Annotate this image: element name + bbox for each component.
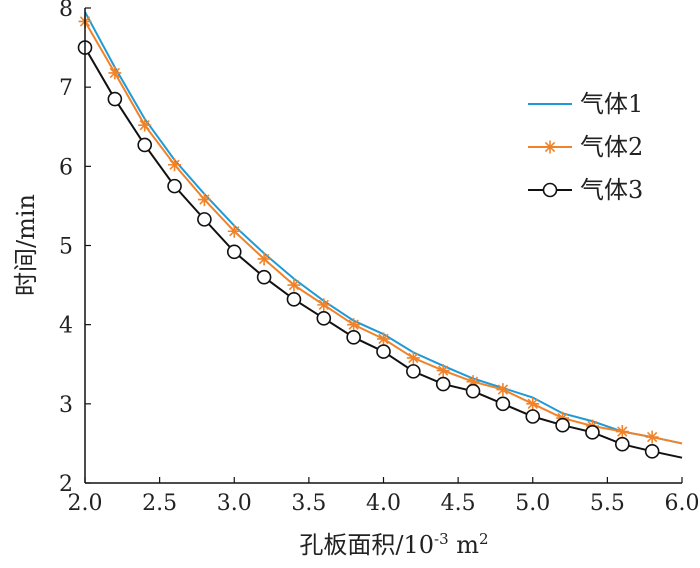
series-2-point — [227, 224, 241, 238]
series-2-point — [257, 252, 271, 266]
series-3-point — [555, 417, 570, 433]
x-tick-label: 3.5 — [291, 491, 326, 516]
legend-item-1: 气体1 — [528, 90, 643, 118]
series-2-point — [138, 118, 152, 132]
series-2-point — [168, 158, 182, 172]
legend-swatch-marker — [542, 182, 558, 198]
series-2-point — [645, 430, 659, 444]
x-axis-title-main: 孔板面积/10 — [299, 531, 434, 559]
series-2-point — [496, 383, 510, 397]
x-axis-title-unit-exp: 2 — [479, 530, 489, 548]
series-2-line — [84, 20, 683, 445]
legend-item-3: 气体3 — [528, 176, 643, 204]
x-tick-label: 4.0 — [366, 491, 401, 516]
x-tick-label: 5.5 — [590, 491, 625, 516]
series-3-point — [525, 409, 541, 424]
y-tick-label: 4 — [59, 314, 73, 339]
series-2-point — [466, 375, 480, 389]
series-2-point — [436, 364, 450, 378]
series-3-point — [435, 376, 451, 392]
x-axis-title: 孔板面积/10-3 m2 — [299, 530, 488, 559]
series-3-point — [585, 425, 600, 440]
series-3-point — [256, 269, 272, 285]
legend-item-2: 气体2 — [528, 133, 643, 161]
series-3-point — [376, 344, 391, 359]
series-2-point — [287, 278, 301, 292]
series-1 — [84, 11, 683, 445]
y-tick-label: 8 — [59, 0, 73, 22]
series-1-line — [84, 11, 683, 445]
x-tick-label: 4.5 — [441, 491, 476, 516]
series-3-point — [137, 137, 152, 153]
plot-area — [77, 11, 683, 459]
legend-label: 气体1 — [580, 90, 643, 118]
series-3-point — [495, 396, 511, 412]
y-axis-title: 时间/min — [12, 194, 40, 296]
series-2-point — [615, 425, 629, 439]
legend-label: 气体2 — [580, 133, 643, 161]
x-tick-label: 2.5 — [142, 491, 177, 516]
series-2-point — [347, 318, 361, 332]
series-2-point — [526, 397, 540, 411]
x-axis-title-unit: m — [449, 531, 480, 559]
legend: 气体1 气体2 气体3 — [528, 90, 643, 204]
x-tick-label: 3.0 — [217, 491, 252, 516]
series-2-point — [197, 193, 211, 207]
axes: 2.0 2.5 3.0 3.5 4.0 4.5 5.0 5.5 6.0 2 3 4 5 6 7 8 — [59, 0, 700, 516]
series-2 — [78, 14, 683, 445]
y-tick-label: 7 — [59, 76, 73, 101]
y-tick-label: 6 — [59, 155, 73, 180]
series-3-point — [614, 436, 630, 452]
y-tick-label: 5 — [59, 235, 73, 260]
series-3 — [77, 40, 683, 459]
series-2-point — [108, 66, 122, 80]
x-tick-label: 6.0 — [665, 491, 700, 516]
y-tick-label: 2 — [59, 472, 73, 497]
series-3-point — [346, 330, 361, 345]
series-3-point — [167, 178, 182, 194]
legend-swatch-marker — [543, 140, 557, 154]
series-2-point — [406, 351, 420, 365]
series-3-point — [197, 212, 212, 227]
series-3-point — [316, 311, 332, 326]
series-2-point — [377, 332, 390, 346]
series-2-point — [317, 298, 331, 312]
series-3-point — [465, 383, 481, 399]
legend-label: 气体3 — [580, 176, 643, 204]
series-3-point — [644, 444, 660, 459]
series-3-point — [226, 244, 242, 260]
series-3-point — [286, 292, 302, 307]
y-tick-label: 3 — [59, 393, 73, 418]
series-3-point — [406, 364, 421, 379]
x-tick-label: 2.0 — [68, 491, 103, 516]
x-tick-label: 5.0 — [515, 491, 550, 516]
x-axis-title-exp: -3 — [434, 530, 449, 548]
series-3-point — [107, 91, 123, 107]
